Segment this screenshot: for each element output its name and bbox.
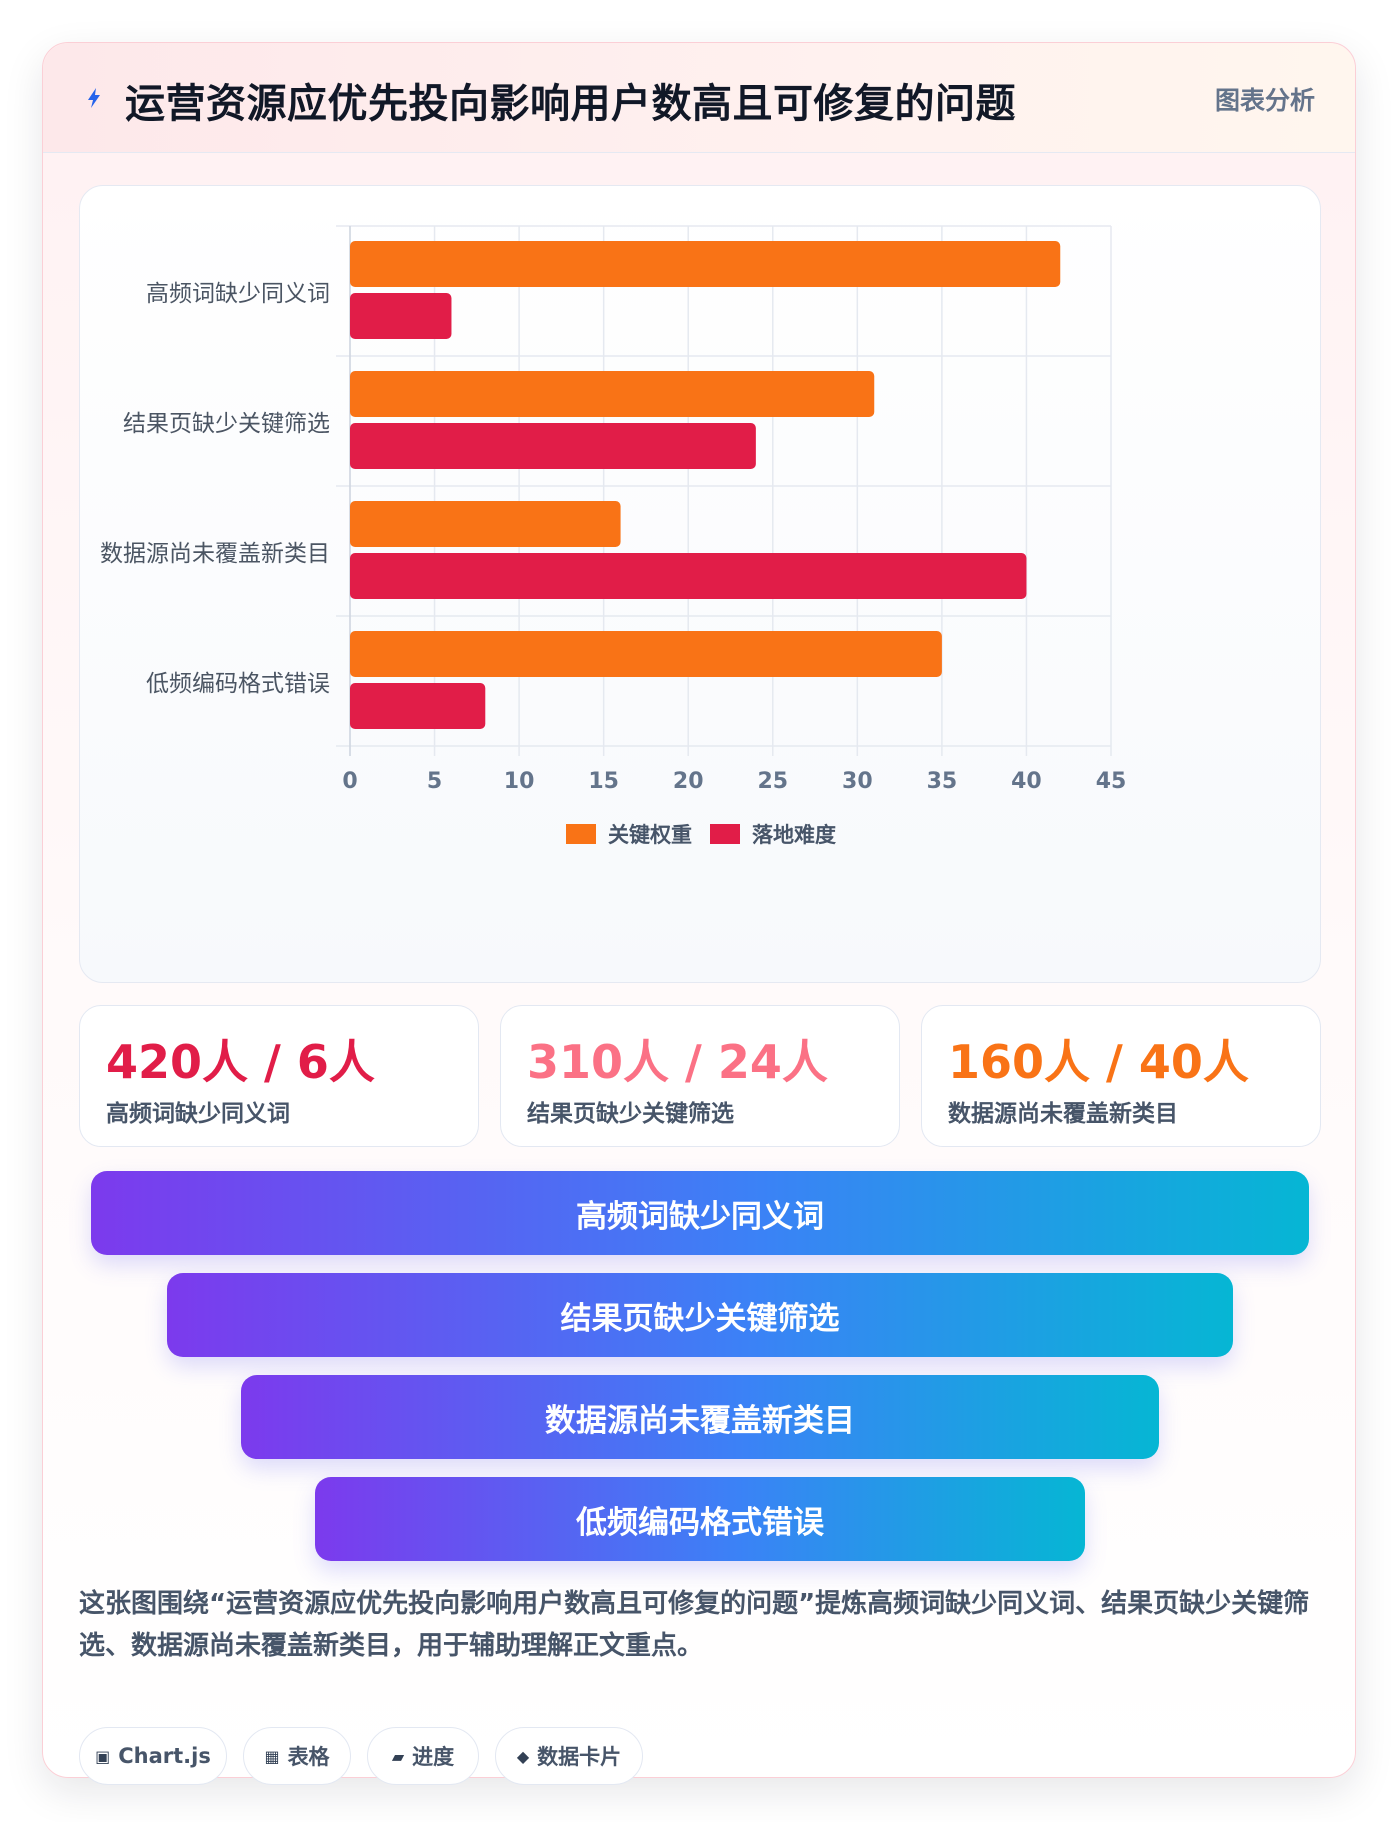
legend-label: 落地难度 [752, 823, 836, 847]
chip-label: 进度 [412, 1745, 455, 1769]
chart-card: 运营资源应优先投向影响用户数高且可修复的问题 图表分析 高频词缺少同义词 结果页缺… [42, 42, 1356, 1785]
bar [350, 631, 942, 677]
x-tick-label: 5 [427, 769, 442, 794]
kpi-value: 420人 / 6人 [106, 1035, 375, 1089]
chart-icon: ▣ [95, 1746, 111, 1766]
kpi-label: 数据源尚未覆盖新类目 [948, 1101, 1178, 1127]
kpi-card: 310人 / 24人 结果页缺少关键筛选 [500, 1005, 900, 1147]
chip-label: 表格 [287, 1745, 330, 1769]
funnel-step: 高频词缺少同义词 [91, 1171, 1309, 1255]
chart-panel: 高频词缺少同义词结果页缺少关键筛选数据源尚未覆盖新类目低频编码格式错误 0 5 10 1… [79, 185, 1321, 983]
chip-label: Chart.js [118, 1744, 211, 1768]
bar [350, 241, 1061, 287]
bar [350, 501, 621, 547]
legend-label: 关键权重 [608, 823, 692, 847]
kpi-card: 160人 / 40人 数据源尚未覆盖新类目 [921, 1005, 1321, 1147]
funnel-step: 数据源尚未覆盖新类目 [241, 1375, 1159, 1459]
chip-chartjs[interactable]: ▣ Chart.js [79, 1727, 227, 1785]
category-label: 高频词缺少同义词 [146, 281, 330, 307]
category-label: 低频编码格式错误 [146, 671, 330, 697]
kpi-value: 160人 / 40人 [948, 1035, 1249, 1089]
progress-icon: ▰ [391, 1746, 405, 1766]
card-header: 运营资源应优先投向影响用户数高且可修复的问题 图表分析 [43, 43, 1355, 153]
bar [350, 371, 875, 417]
kpi-label: 结果页缺少关键筛选 [527, 1101, 734, 1127]
x-tick-label: 0 [342, 769, 357, 794]
bar [350, 293, 452, 339]
table-icon: ▦ [264, 1746, 280, 1766]
bar [350, 553, 1027, 599]
x-tick-label: 10 [504, 769, 535, 794]
chip-data-card[interactable]: ◆ 数据卡片 [495, 1727, 643, 1785]
kpi-label: 高频词缺少同义词 [106, 1101, 290, 1127]
kpi-card: 420人 / 6人 高频词缺少同义词 [79, 1005, 479, 1147]
legend-swatch [566, 824, 596, 844]
funnel-step: 结果页缺少关键筛选 [167, 1273, 1233, 1357]
page-title: 运营资源应优先投向影响用户数高且可修复的问题 [125, 81, 1016, 127]
legend-swatch [710, 824, 740, 844]
x-tick-label: 30 [842, 769, 873, 794]
lightning-icon [88, 88, 100, 108]
summary-text: 这张图围绕“运营资源应优先投向影响用户数高且可修复的问题”提炼高频词缺少同义词、… [79, 1589, 1310, 1661]
category-label: 数据源尚未覆盖新类目 [100, 541, 330, 567]
x-tick-label: 20 [673, 769, 704, 794]
chip-progress[interactable]: ▰ 进度 [367, 1727, 479, 1785]
funnel-step: 低频编码格式错误 [315, 1477, 1085, 1561]
x-tick-label: 45 [1096, 769, 1127, 794]
card-icon: ◆ [516, 1746, 530, 1766]
chip-label: 数据卡片 [537, 1745, 622, 1769]
kpi-value: 310人 / 24人 [527, 1035, 828, 1089]
chip-table[interactable]: ▦ 表格 [243, 1727, 351, 1785]
header-tag: 图表分析 [1214, 86, 1315, 115]
bar [350, 683, 486, 729]
x-tick-label: 15 [588, 769, 619, 794]
x-tick-label: 25 [757, 769, 788, 794]
x-tick-label: 35 [927, 769, 958, 794]
x-tick-label: 40 [1011, 769, 1042, 794]
category-label: 结果页缺少关键筛选 [123, 411, 330, 437]
bar [350, 423, 756, 469]
